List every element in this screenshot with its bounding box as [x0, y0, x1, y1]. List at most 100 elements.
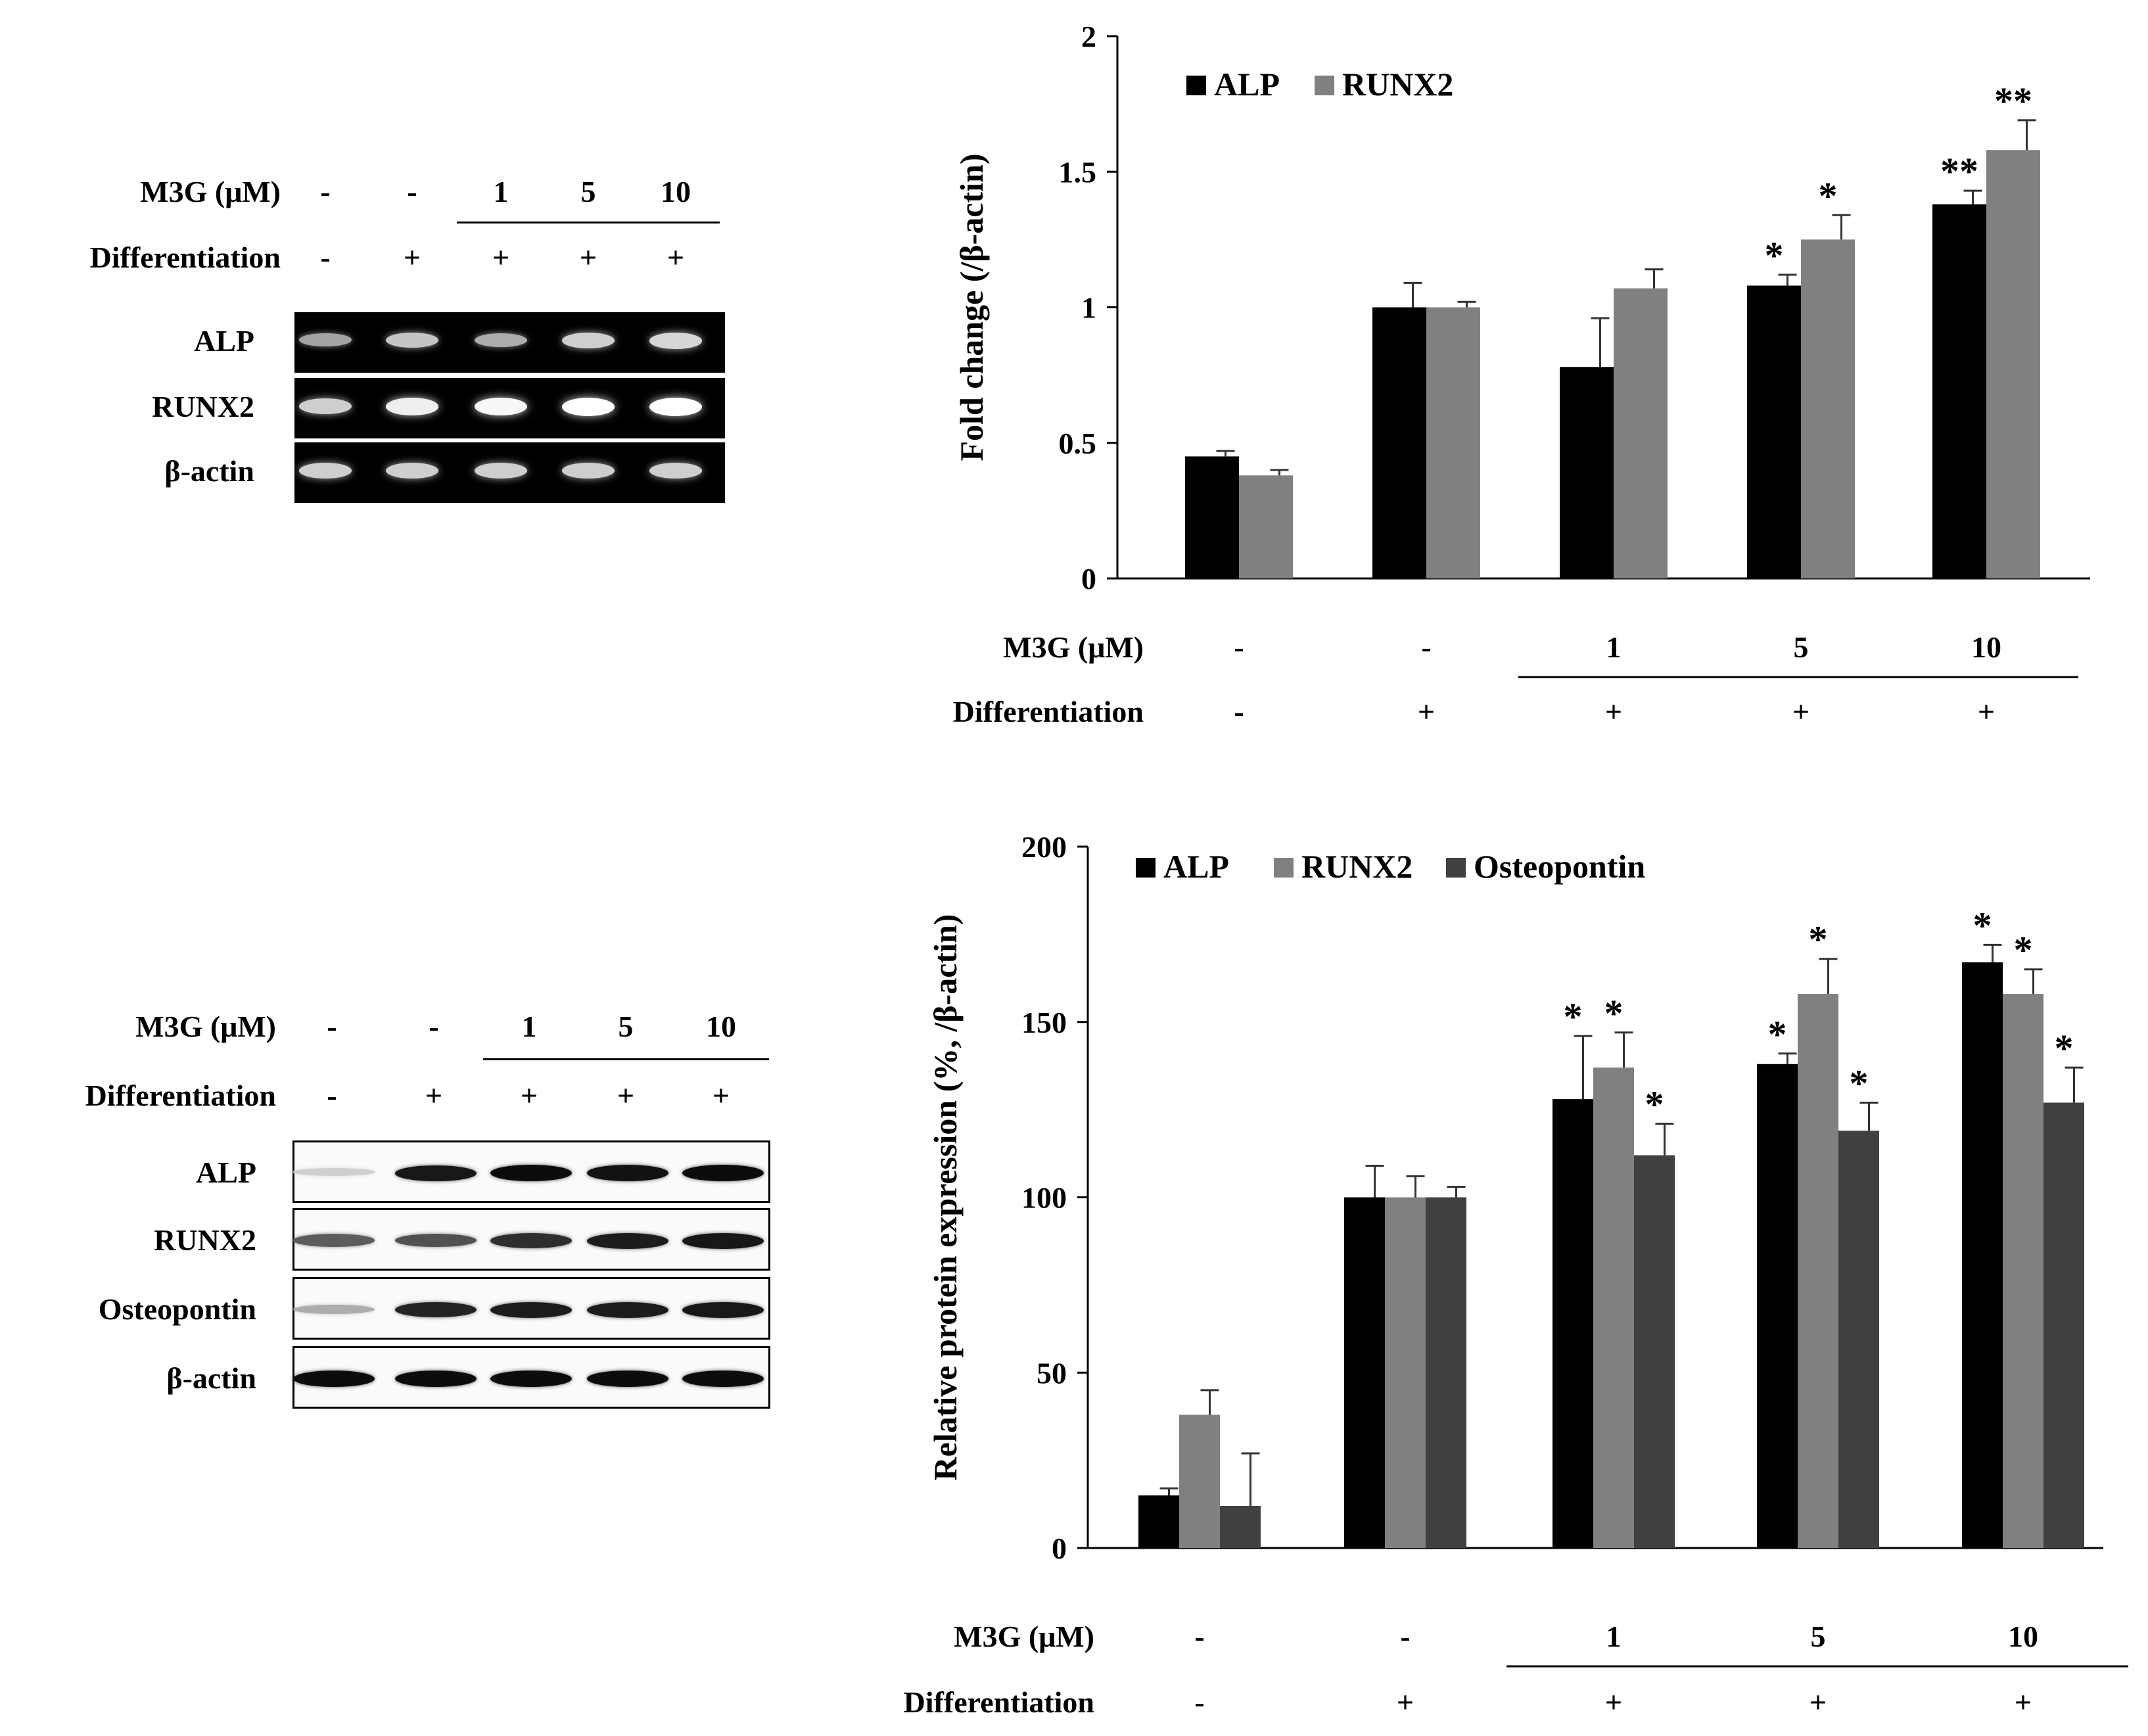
- bar-runx2: [1179, 1415, 1220, 1548]
- bar-osteopontin: [1426, 1197, 1466, 1548]
- bar-runx2: [2003, 994, 2043, 1548]
- gel-band: [562, 398, 615, 416]
- wb-band: [682, 1302, 764, 1318]
- rt-pcr-gel-panel: M3G (μM) Differentiation - - 1 5 10 - + + + + ALP…: [0, 0, 756, 526]
- differentiation-value: -: [1234, 695, 1244, 728]
- gel-band: [649, 463, 702, 479]
- m3g-value: 5: [1811, 1620, 1826, 1653]
- gel-differentiation-label: Differentiation: [89, 241, 281, 274]
- significance-label: *: [2014, 929, 2033, 972]
- bar-runx2: [1798, 994, 1838, 1548]
- wb-band: [587, 1302, 668, 1318]
- gel-band: [386, 463, 438, 479]
- gel-band: [475, 463, 527, 479]
- legend-swatch-osteopontin: [1446, 858, 1466, 878]
- gel-band: [475, 398, 527, 416]
- legend-swatch-alp: [1136, 858, 1156, 878]
- legend-label-alp: ALP: [1214, 66, 1280, 103]
- wb-strip: [292, 1346, 770, 1409]
- wb-band: [395, 1165, 477, 1181]
- gel-band: [386, 333, 438, 348]
- wb-differentiation-value: -: [327, 1079, 337, 1112]
- wb-m3g-label: M3G (μM): [135, 1010, 276, 1043]
- gel-m3g-value: 10: [661, 175, 691, 208]
- bar-alp: [1932, 204, 1986, 578]
- gel-m3g-value: 5: [580, 175, 596, 208]
- differentiation-label: Differentiation: [904, 1685, 1094, 1719]
- wb-m3g-bracket: [483, 1058, 769, 1060]
- gel-strip: [294, 378, 725, 438]
- significance-label: *: [1973, 904, 1992, 947]
- legend-label-runx2: RUNX2: [1342, 66, 1453, 103]
- differentiation-value: +: [1792, 695, 1809, 728]
- bar-runx2: [1614, 288, 1668, 578]
- legend-swatch-runx2: [1315, 76, 1334, 95]
- gel-strip: [294, 312, 725, 373]
- significance-label: *: [1819, 174, 1838, 217]
- wb-strip: [292, 1140, 770, 1203]
- significance-label: *: [1809, 918, 1828, 961]
- gel-band: [299, 463, 352, 479]
- gel-band: [562, 333, 615, 348]
- wb-band: [587, 1371, 668, 1388]
- bar-runx2: [1986, 150, 2040, 578]
- bar-runx2: [1593, 1067, 1634, 1548]
- bar-osteopontin: [2043, 1102, 2084, 1548]
- gel-band: [386, 398, 438, 415]
- bar-runx2: [1385, 1197, 1426, 1548]
- gel-band: [299, 333, 352, 347]
- gel-m3g-value: -: [407, 175, 417, 208]
- m3g-value: 1: [1606, 1620, 1622, 1653]
- y-tick-label: 0: [1052, 1532, 1067, 1565]
- y-tick-label: 150: [1021, 1006, 1067, 1039]
- m3g-value: -: [1400, 1620, 1410, 1653]
- gel-differentiation-value: +: [666, 241, 685, 274]
- wb-m3g-value: 5: [618, 1010, 634, 1043]
- bar-osteopontin: [1838, 1131, 1879, 1548]
- wb-row-label: Osteopontin: [98, 1292, 256, 1326]
- differentiation-value: +: [1809, 1685, 1827, 1719]
- wb-band: [293, 1234, 375, 1247]
- differentiation-value: +: [1605, 695, 1622, 728]
- gel-m3g-label: M3G (μM): [140, 175, 281, 208]
- differentiation-label: Differentiation: [953, 695, 1144, 728]
- significance-label: *: [2055, 1027, 2074, 1069]
- bar-runx2: [1801, 239, 1855, 578]
- wb-row-label: β-actin: [166, 1361, 256, 1395]
- m3g-label: M3G (μM): [1003, 630, 1144, 664]
- y-axis-label: Fold change (/β-actin): [953, 154, 990, 461]
- legend-label-osteopontin: Osteopontin: [1474, 848, 1645, 885]
- gel-row-label: RUNX2: [152, 390, 254, 423]
- bar-alp: [1372, 307, 1426, 578]
- gel-band: [562, 463, 615, 479]
- bar-alp: [1553, 1099, 1593, 1548]
- gel-differentiation-value: +: [579, 241, 597, 274]
- bar-alp: [1757, 1064, 1798, 1548]
- m3g-label: M3G (μM): [954, 1620, 1094, 1653]
- y-tick-label: 100: [1021, 1181, 1067, 1215]
- wb-band: [395, 1234, 477, 1248]
- significance-label: **: [1994, 80, 2032, 122]
- wb-differentiation-value: +: [425, 1079, 443, 1112]
- gel-strip: [294, 442, 725, 503]
- wb-band: [395, 1302, 477, 1318]
- legend-swatch-runx2: [1274, 858, 1294, 878]
- bar-runx2: [1426, 307, 1480, 578]
- wb-row-label: RUNX2: [154, 1223, 256, 1257]
- wb-band: [293, 1371, 375, 1388]
- y-tick-label: 0.5: [1059, 427, 1097, 460]
- gel-differentiation-value: +: [403, 241, 421, 274]
- wb-band: [395, 1371, 477, 1388]
- significance-label: *: [1768, 1013, 1787, 1056]
- significance-label: *: [1604, 992, 1623, 1035]
- y-tick-label: 1: [1081, 291, 1096, 325]
- gel-m3g-bracket: [457, 222, 720, 223]
- m3g-value: 10: [2008, 1620, 2038, 1653]
- legend-swatch-alp: [1186, 76, 1206, 95]
- m3g-value: 5: [1794, 630, 1809, 664]
- m3g-value: -: [1234, 630, 1244, 664]
- y-tick-label: 2: [1081, 20, 1096, 53]
- bar-osteopontin: [1634, 1155, 1675, 1548]
- bar-alp: [1185, 456, 1239, 578]
